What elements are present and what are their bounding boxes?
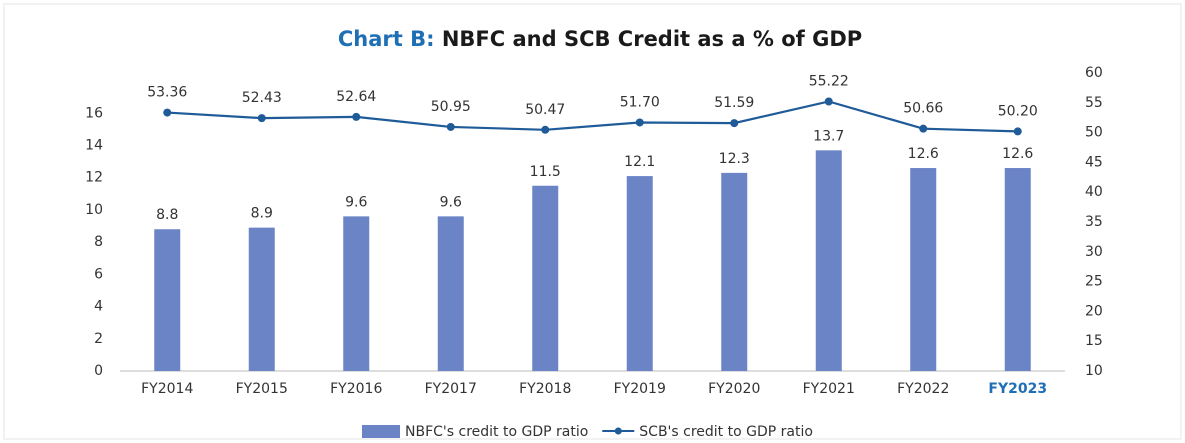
y-tick-label: 12 bbox=[85, 170, 103, 186]
line-point bbox=[730, 119, 739, 128]
title-main: NBFC and SCB Credit as a % of GDP bbox=[442, 27, 862, 51]
line-label: 55.22 bbox=[809, 73, 849, 89]
y2-tick-label: 40 bbox=[1085, 184, 1103, 200]
y-tick-label: 2 bbox=[94, 331, 103, 347]
line-point bbox=[446, 122, 455, 131]
bar bbox=[721, 172, 748, 371]
y2-tick-label: 25 bbox=[1085, 274, 1103, 290]
line-label: 53.36 bbox=[147, 85, 187, 101]
y2-tick-label: 30 bbox=[1085, 244, 1103, 260]
bar-label: 9.6 bbox=[345, 194, 367, 210]
bar bbox=[343, 216, 370, 371]
bar bbox=[626, 176, 653, 371]
bar-label: 9.6 bbox=[440, 194, 462, 210]
legend-label: NBFC's credit to GDP ratio bbox=[405, 424, 588, 440]
x-tick-label: FY2022 bbox=[897, 381, 949, 397]
x-tick-label: FY2014 bbox=[141, 381, 193, 397]
line-point bbox=[919, 124, 928, 133]
line-label: 50.66 bbox=[903, 101, 943, 117]
line-point bbox=[635, 118, 644, 127]
line-label: 51.70 bbox=[620, 94, 660, 110]
y2-tick-label: 50 bbox=[1085, 125, 1103, 141]
line-label: 51.59 bbox=[714, 95, 754, 111]
bar bbox=[815, 150, 842, 371]
bar bbox=[910, 168, 937, 371]
line-label: 50.47 bbox=[525, 102, 565, 118]
bar bbox=[532, 185, 559, 371]
line-label: 50.95 bbox=[431, 99, 471, 115]
line-point bbox=[1013, 127, 1022, 136]
bar-label: 12.3 bbox=[719, 151, 750, 167]
line bbox=[167, 100, 1018, 133]
line-label: 52.43 bbox=[242, 90, 282, 106]
x-tick-label: FY2021 bbox=[803, 381, 855, 397]
line-point bbox=[163, 108, 172, 117]
x-tick-label: FY2018 bbox=[519, 381, 571, 397]
y-tick-label: 0 bbox=[94, 363, 103, 379]
x-tick-label: FY2015 bbox=[236, 381, 288, 397]
bar bbox=[437, 216, 464, 371]
line-point bbox=[257, 114, 266, 123]
y2-tick-label: 60 bbox=[1085, 65, 1103, 81]
y2-tick-label: 10 bbox=[1085, 363, 1103, 379]
x-tick-label: FY2020 bbox=[708, 381, 760, 397]
x-tick-label: FY2017 bbox=[425, 381, 477, 397]
title-prefix: Chart B: bbox=[338, 27, 435, 51]
line-label: 52.64 bbox=[336, 89, 376, 105]
y-tick-label: 14 bbox=[85, 137, 103, 153]
y-tick-label: 10 bbox=[85, 202, 103, 218]
bar-label: 8.8 bbox=[156, 207, 178, 223]
bar-label: 11.5 bbox=[530, 164, 561, 180]
bar-label: 8.9 bbox=[251, 206, 273, 222]
x-tick-label: FY2016 bbox=[330, 381, 382, 397]
x-tick-label: FY2023 bbox=[988, 381, 1047, 397]
bar-label: 12.6 bbox=[1002, 146, 1033, 162]
legend-swatch bbox=[362, 425, 400, 438]
y-tick-label: 8 bbox=[94, 234, 103, 250]
bar bbox=[1004, 168, 1031, 371]
y2-tick-label: 20 bbox=[1085, 303, 1103, 319]
y2-tick-label: 35 bbox=[1085, 214, 1103, 230]
bar bbox=[248, 227, 275, 371]
bar-label: 13.7 bbox=[813, 128, 844, 144]
line-label: 50.20 bbox=[998, 103, 1038, 119]
chart-frame bbox=[3, 3, 1182, 440]
x-tick-label: FY2019 bbox=[614, 381, 666, 397]
bar-label: 12.6 bbox=[908, 146, 939, 162]
line-point bbox=[824, 97, 833, 106]
y-tick-label: 16 bbox=[85, 105, 103, 121]
y2-tick-label: 55 bbox=[1085, 95, 1103, 111]
line-point bbox=[352, 112, 361, 121]
chart-title: Chart B: NBFC and SCB Credit as a % of G… bbox=[338, 27, 862, 51]
y2-tick-label: 15 bbox=[1085, 333, 1103, 349]
y-tick-label: 4 bbox=[94, 299, 103, 315]
line-point bbox=[541, 125, 550, 134]
legend-label: SCB's credit to GDP ratio bbox=[639, 424, 813, 440]
y-tick-label: 6 bbox=[94, 266, 103, 282]
y2-tick-label: 45 bbox=[1085, 154, 1103, 170]
bar bbox=[154, 229, 181, 371]
bar-label: 12.1 bbox=[624, 154, 655, 170]
legend-swatch-dot bbox=[614, 427, 622, 435]
